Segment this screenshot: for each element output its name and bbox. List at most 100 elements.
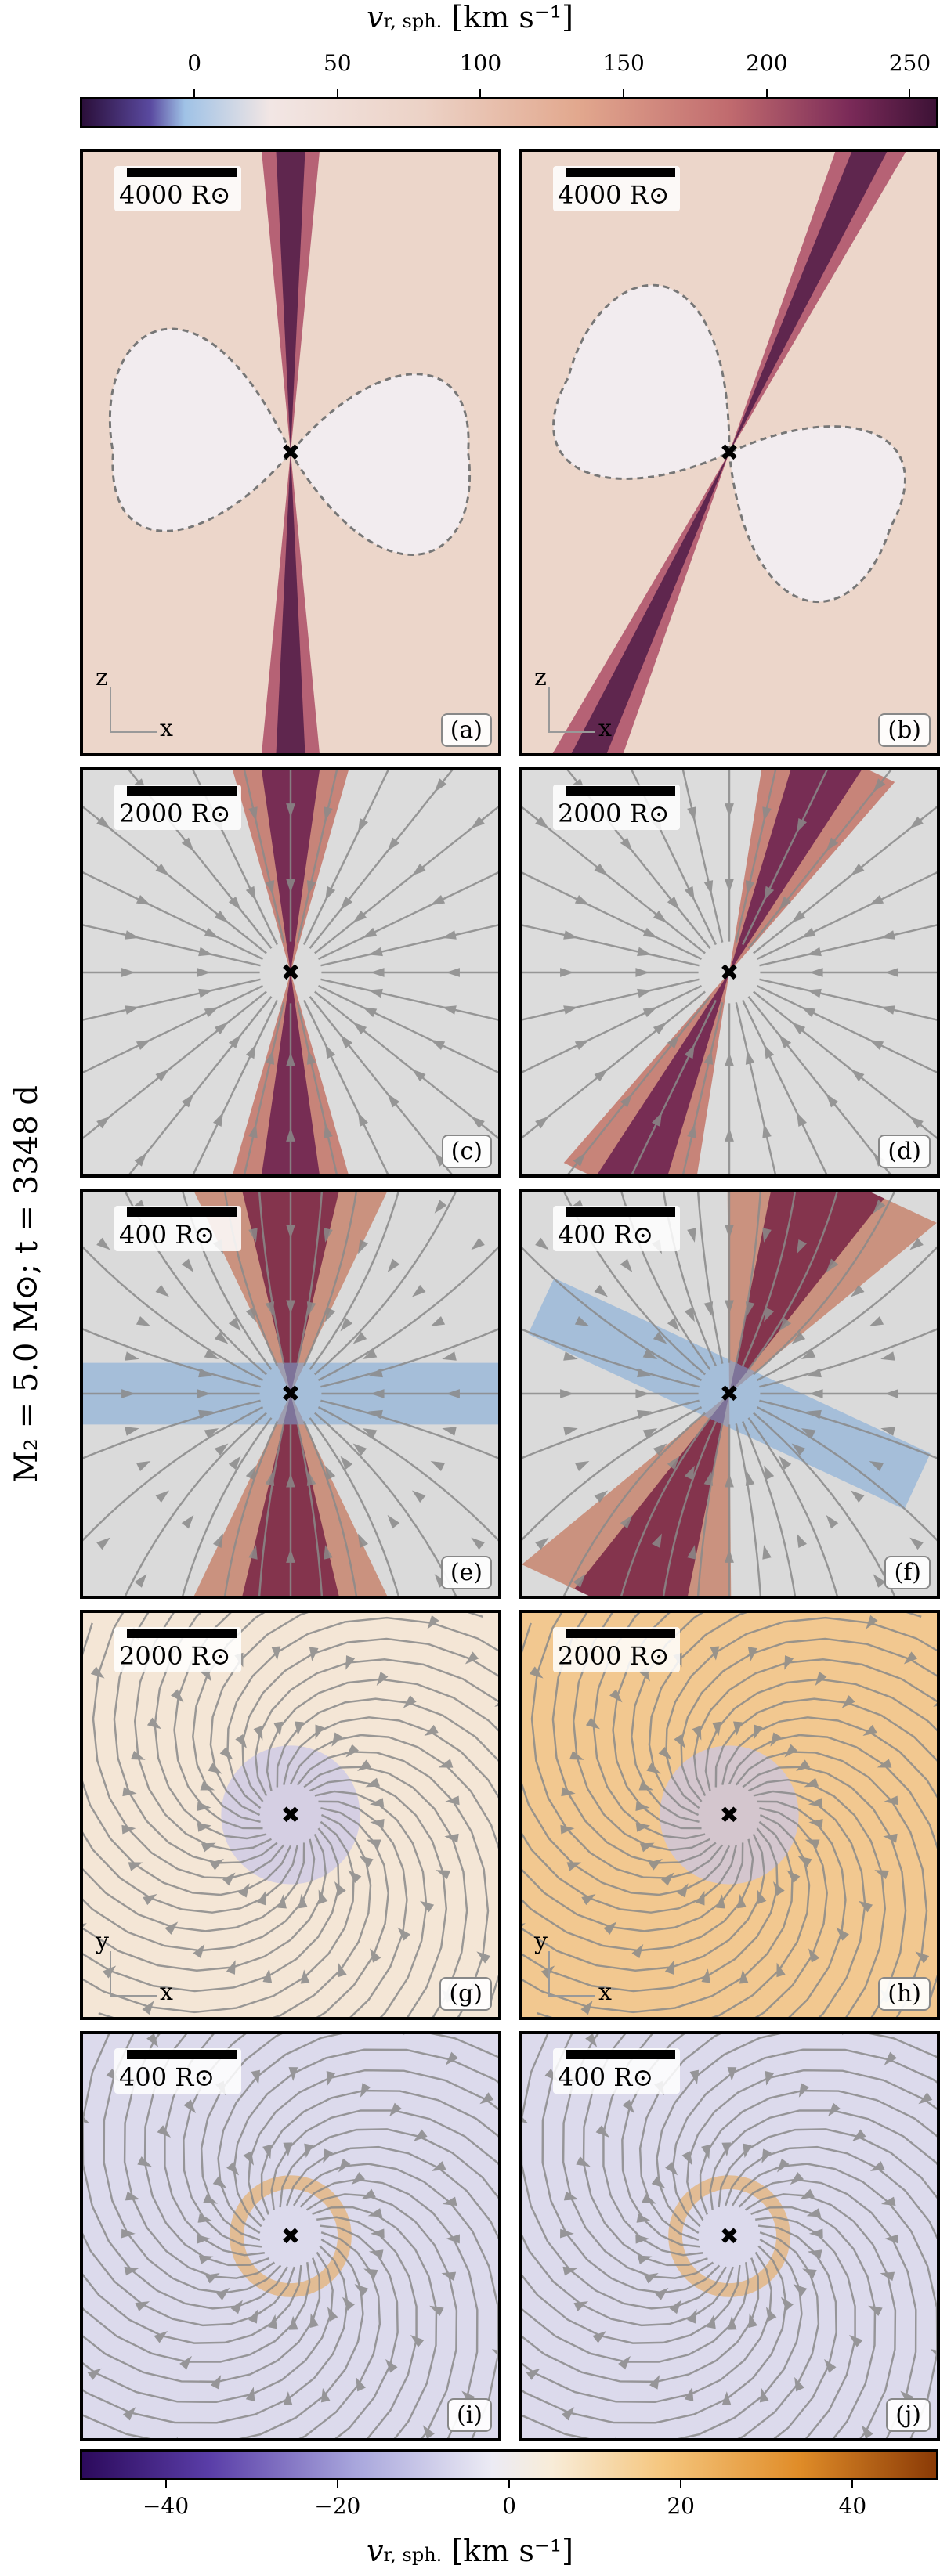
streamline: [320, 978, 498, 1021]
streamline-arrow: [745, 1050, 755, 1065]
streamline-arrow: [442, 1427, 457, 1436]
streamline-arrow: [618, 2355, 631, 2370]
streamline-arrow: [203, 2194, 218, 2204]
streamline-arrow: [125, 1427, 139, 1436]
panel-label: (b): [878, 713, 931, 747]
streamline-arrow: [376, 1671, 389, 1687]
streamline-arrow: [370, 1389, 385, 1398]
streamline-arrow: [779, 1034, 792, 1049]
axis-label-vertical: z: [96, 664, 108, 691]
streamline-arrow: [445, 1795, 460, 1806]
streamline-arrow: [635, 1823, 651, 1832]
streamline-arrow: [352, 1022, 367, 1035]
streamline-arrow: [212, 1112, 224, 1127]
panel-map: ✖: [83, 2034, 498, 2438]
streamline-arrow: [340, 1456, 353, 1470]
streamline-arrow: [850, 863, 865, 876]
streamline-arrow: [253, 1725, 263, 1741]
streamline-arrow: [790, 2172, 804, 2185]
streamline-arrow: [800, 2188, 815, 2200]
streamline-arrow: [142, 2001, 154, 2015]
streamline-arrow: [155, 863, 170, 876]
streamline: [759, 978, 937, 1021]
streamline-arrow: [198, 947, 213, 957]
streamline-arrow: [765, 2070, 775, 2086]
streamline-arrow: [226, 1960, 236, 1975]
streamline-arrow: [776, 1962, 786, 1978]
streamline: [725, 2145, 937, 2240]
streamline-arrow: [413, 2129, 428, 2141]
streamline-arrow: [585, 1717, 600, 1730]
streamline: [248, 2069, 498, 2221]
streamline-arrow: [327, 2307, 338, 2322]
streamline: [303, 770, 389, 946]
colorbar-tick-label: 200: [746, 50, 788, 76]
streamline-arrow: [660, 1872, 674, 1886]
streamline-arrow: [585, 2034, 598, 2047]
streamline-arrow: [210, 2375, 222, 2390]
streamline: [83, 2232, 295, 2327]
streamline-arrow: [796, 817, 808, 833]
streamline: [562, 1412, 706, 1596]
streamline-arrow: [134, 1153, 147, 1167]
streamline-arrow: [808, 1819, 823, 1828]
streamline-arrow: [214, 1331, 229, 1344]
scale-bar-label: 400 R⊙: [558, 1220, 654, 1250]
streamline-arrow: [430, 1316, 446, 1327]
streamline: [173, 1613, 263, 1830]
panel-map: ✖: [522, 770, 937, 1174]
streamline-arrow: [595, 2125, 610, 2138]
streamline-arrow: [494, 1702, 498, 1707]
streamline-arrow: [850, 1284, 865, 1297]
streamline-arrow: [387, 1093, 400, 1108]
streamline-arrow: [808, 968, 823, 977]
streamline-arrow: [324, 1228, 333, 1243]
streamline-arrow: [642, 1348, 658, 1359]
streamline: [317, 1246, 498, 1381]
streamline: [620, 1417, 711, 1596]
streamline-arrow: [701, 2144, 710, 2159]
streamline: [123, 2034, 276, 2279]
streamline: [522, 1328, 700, 1388]
panel-label: (i): [446, 2398, 492, 2432]
streamline-arrow: [445, 2051, 459, 2065]
panel-label: (h): [878, 1977, 931, 2011]
streamline-arrow: [622, 2099, 634, 2114]
scale-bar: 400 R⊙: [114, 2048, 241, 2094]
streamline-arrow: [861, 2425, 873, 2438]
streamline-arrow: [441, 2271, 457, 2282]
panel-j: ✖ 400 R⊙ (j): [519, 2031, 940, 2441]
streamline: [756, 1406, 937, 1542]
streamline-arrow: [306, 1301, 316, 1316]
streamline-arrow: [442, 2196, 457, 2206]
streamline-arrow: [594, 863, 609, 876]
streamline: [83, 2257, 321, 2383]
streamline: [631, 999, 717, 1174]
streamline: [756, 985, 937, 1073]
streamline: [83, 1406, 264, 1542]
streamline: [522, 1622, 731, 1896]
streamline-arrow: [209, 1858, 224, 1871]
streamline-arrow: [535, 816, 549, 829]
streamline-arrow: [226, 2162, 240, 2176]
streamline-arrow: [471, 1237, 485, 1250]
streamline: [759, 1399, 937, 1459]
streamline-arrow: [772, 1881, 785, 1896]
streamline-arrow: [560, 968, 574, 977]
streamline-arrow: [869, 1460, 884, 1471]
streamline: [309, 1417, 400, 1596]
panel-map: ✖: [83, 1192, 498, 1596]
axis-label-horizontal: x: [598, 715, 612, 742]
streamline-arrow: [387, 837, 400, 852]
streamline: [289, 1734, 498, 2008]
streamline-arrow: [664, 1960, 674, 1975]
streamline-arrow: [609, 1689, 623, 1703]
panel-label: (g): [439, 1977, 492, 2011]
streamline: [266, 1678, 498, 1791]
streamline-arrow: [667, 896, 680, 911]
streamline-arrow: [770, 1732, 782, 1747]
streamline-arrow: [136, 1460, 151, 1471]
streamline-arrow: [248, 1545, 258, 1560]
streamline: [735, 1751, 928, 2017]
streamline-arrow: [594, 1490, 609, 1503]
